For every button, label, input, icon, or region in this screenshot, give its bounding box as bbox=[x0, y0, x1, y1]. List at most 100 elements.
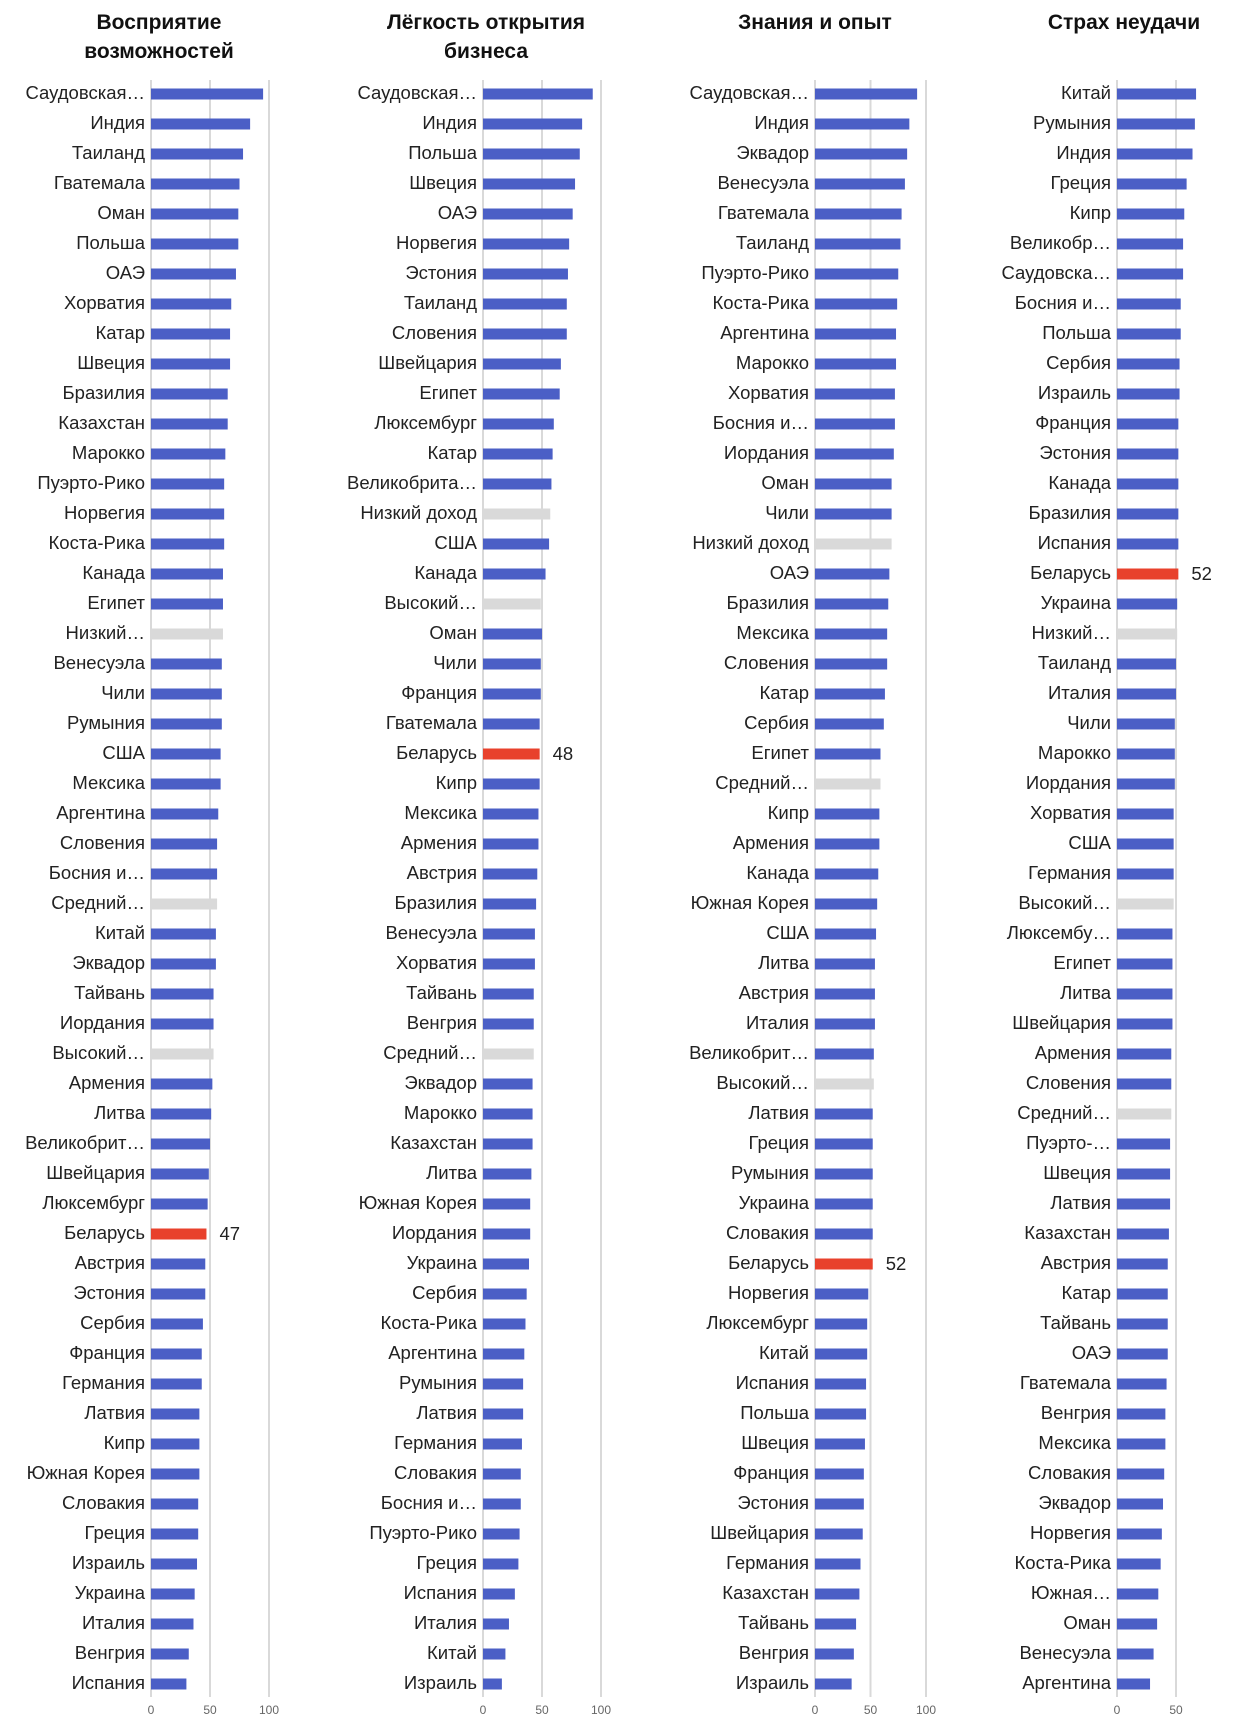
category-label: Австрия bbox=[739, 982, 809, 1003]
bar bbox=[815, 598, 889, 610]
category-label: Армения bbox=[1035, 1042, 1111, 1063]
bar bbox=[151, 1468, 200, 1480]
category-label: Греция bbox=[416, 1552, 477, 1573]
bar bbox=[151, 1108, 212, 1120]
category-label: Бразилия bbox=[1029, 502, 1111, 523]
category-label: Словения bbox=[60, 832, 145, 853]
category-label: Высокий… bbox=[716, 1072, 809, 1093]
bar bbox=[483, 838, 539, 850]
bar bbox=[815, 628, 888, 640]
category-label: Латвия bbox=[84, 1402, 145, 1423]
category-label: Венесуэла bbox=[385, 922, 477, 943]
category-label: США bbox=[102, 742, 145, 763]
category-label: Катар bbox=[95, 322, 145, 343]
category-label: Египет bbox=[87, 592, 145, 613]
category-label: Украина bbox=[739, 1192, 810, 1213]
bar bbox=[151, 808, 219, 820]
bar bbox=[815, 1108, 873, 1120]
bar bbox=[1117, 1228, 1169, 1240]
bar bbox=[483, 958, 535, 970]
bar bbox=[483, 1168, 532, 1180]
category-label: Германия bbox=[62, 1372, 145, 1393]
category-label: США bbox=[766, 922, 809, 943]
category-label: Норвегия bbox=[396, 232, 477, 253]
bar bbox=[1117, 928, 1173, 940]
bar bbox=[1117, 358, 1180, 370]
category-label: Коста-Рика bbox=[49, 532, 146, 553]
category-label: Марокко bbox=[72, 442, 145, 463]
category-label: Коста-Рика bbox=[381, 1312, 478, 1333]
bar bbox=[1117, 418, 1179, 430]
bar bbox=[815, 118, 910, 130]
category-label: Франция bbox=[1035, 412, 1111, 433]
bar bbox=[483, 88, 593, 100]
category-label: Франция bbox=[733, 1462, 809, 1483]
category-label: Саудовска… bbox=[1001, 262, 1111, 283]
bar bbox=[151, 448, 226, 460]
category-label: Венгрия bbox=[75, 1642, 145, 1663]
category-label: Бразилия bbox=[395, 892, 477, 913]
bar bbox=[151, 1228, 207, 1240]
bar bbox=[151, 388, 228, 400]
category-label: Марокко bbox=[736, 352, 809, 373]
category-label: Греция bbox=[84, 1522, 145, 1543]
category-label: Словакия bbox=[62, 1492, 145, 1513]
category-label: Хорватия bbox=[728, 382, 809, 403]
bar bbox=[815, 328, 897, 340]
value-label: 52 bbox=[1191, 563, 1212, 584]
category-label: Украина bbox=[75, 1582, 146, 1603]
category-label: Великобрит… bbox=[25, 1132, 145, 1153]
bar bbox=[483, 1558, 519, 1570]
category-label: Беларусь bbox=[64, 1222, 145, 1243]
x-tick-label: 50 bbox=[203, 1703, 217, 1717]
category-label: Эквадор bbox=[404, 1072, 477, 1093]
category-label: Эквадор bbox=[736, 142, 809, 163]
x-tick-label: 100 bbox=[259, 1703, 279, 1717]
category-label: Польша bbox=[408, 142, 477, 163]
bar bbox=[483, 778, 540, 790]
category-label: Австрия bbox=[407, 862, 477, 883]
category-label: Испания bbox=[1038, 532, 1111, 553]
category-label: Эквадор bbox=[72, 952, 145, 973]
bar bbox=[483, 178, 576, 190]
category-label: Австрия bbox=[75, 1252, 145, 1273]
category-label: Бразилия bbox=[63, 382, 145, 403]
bar bbox=[1117, 1528, 1162, 1540]
bar bbox=[483, 148, 580, 160]
value-label: 52 bbox=[886, 1253, 907, 1274]
bar bbox=[483, 238, 570, 250]
category-label: Беларусь bbox=[728, 1252, 809, 1273]
category-label: Израиль bbox=[736, 1672, 809, 1693]
category-label: Норвегия bbox=[1030, 1522, 1111, 1543]
bar bbox=[483, 388, 560, 400]
bar bbox=[1117, 628, 1178, 640]
category-label: Люксембу… bbox=[1007, 922, 1111, 943]
category-label: Венгрия bbox=[407, 1012, 477, 1033]
category-label: Бразилия bbox=[727, 592, 809, 613]
bar bbox=[483, 1048, 534, 1060]
bar bbox=[483, 868, 538, 880]
bar bbox=[151, 658, 222, 670]
bar bbox=[1117, 748, 1175, 760]
value-label: 48 bbox=[553, 743, 574, 764]
bar bbox=[483, 1678, 502, 1690]
bar bbox=[815, 1228, 873, 1240]
category-label: Словакия bbox=[726, 1222, 809, 1243]
bar bbox=[1117, 808, 1174, 820]
bar bbox=[151, 898, 218, 910]
category-label: Польша bbox=[740, 1402, 809, 1423]
bar bbox=[483, 448, 553, 460]
category-label: Канада bbox=[82, 562, 145, 583]
bar bbox=[483, 208, 573, 220]
category-label: Средний… bbox=[715, 772, 809, 793]
category-label: Израиль bbox=[72, 1552, 145, 1573]
bar bbox=[1117, 1288, 1168, 1300]
category-label: Пуэрто-Рико bbox=[369, 1522, 477, 1543]
category-label: Польша bbox=[1042, 322, 1111, 343]
category-label: Словакия bbox=[1028, 1462, 1111, 1483]
bar bbox=[483, 418, 554, 430]
x-tick-label: 0 bbox=[480, 1703, 487, 1717]
bar bbox=[483, 1468, 521, 1480]
category-label: Словения bbox=[1026, 1072, 1111, 1093]
category-label: Саудовская… bbox=[25, 82, 145, 103]
